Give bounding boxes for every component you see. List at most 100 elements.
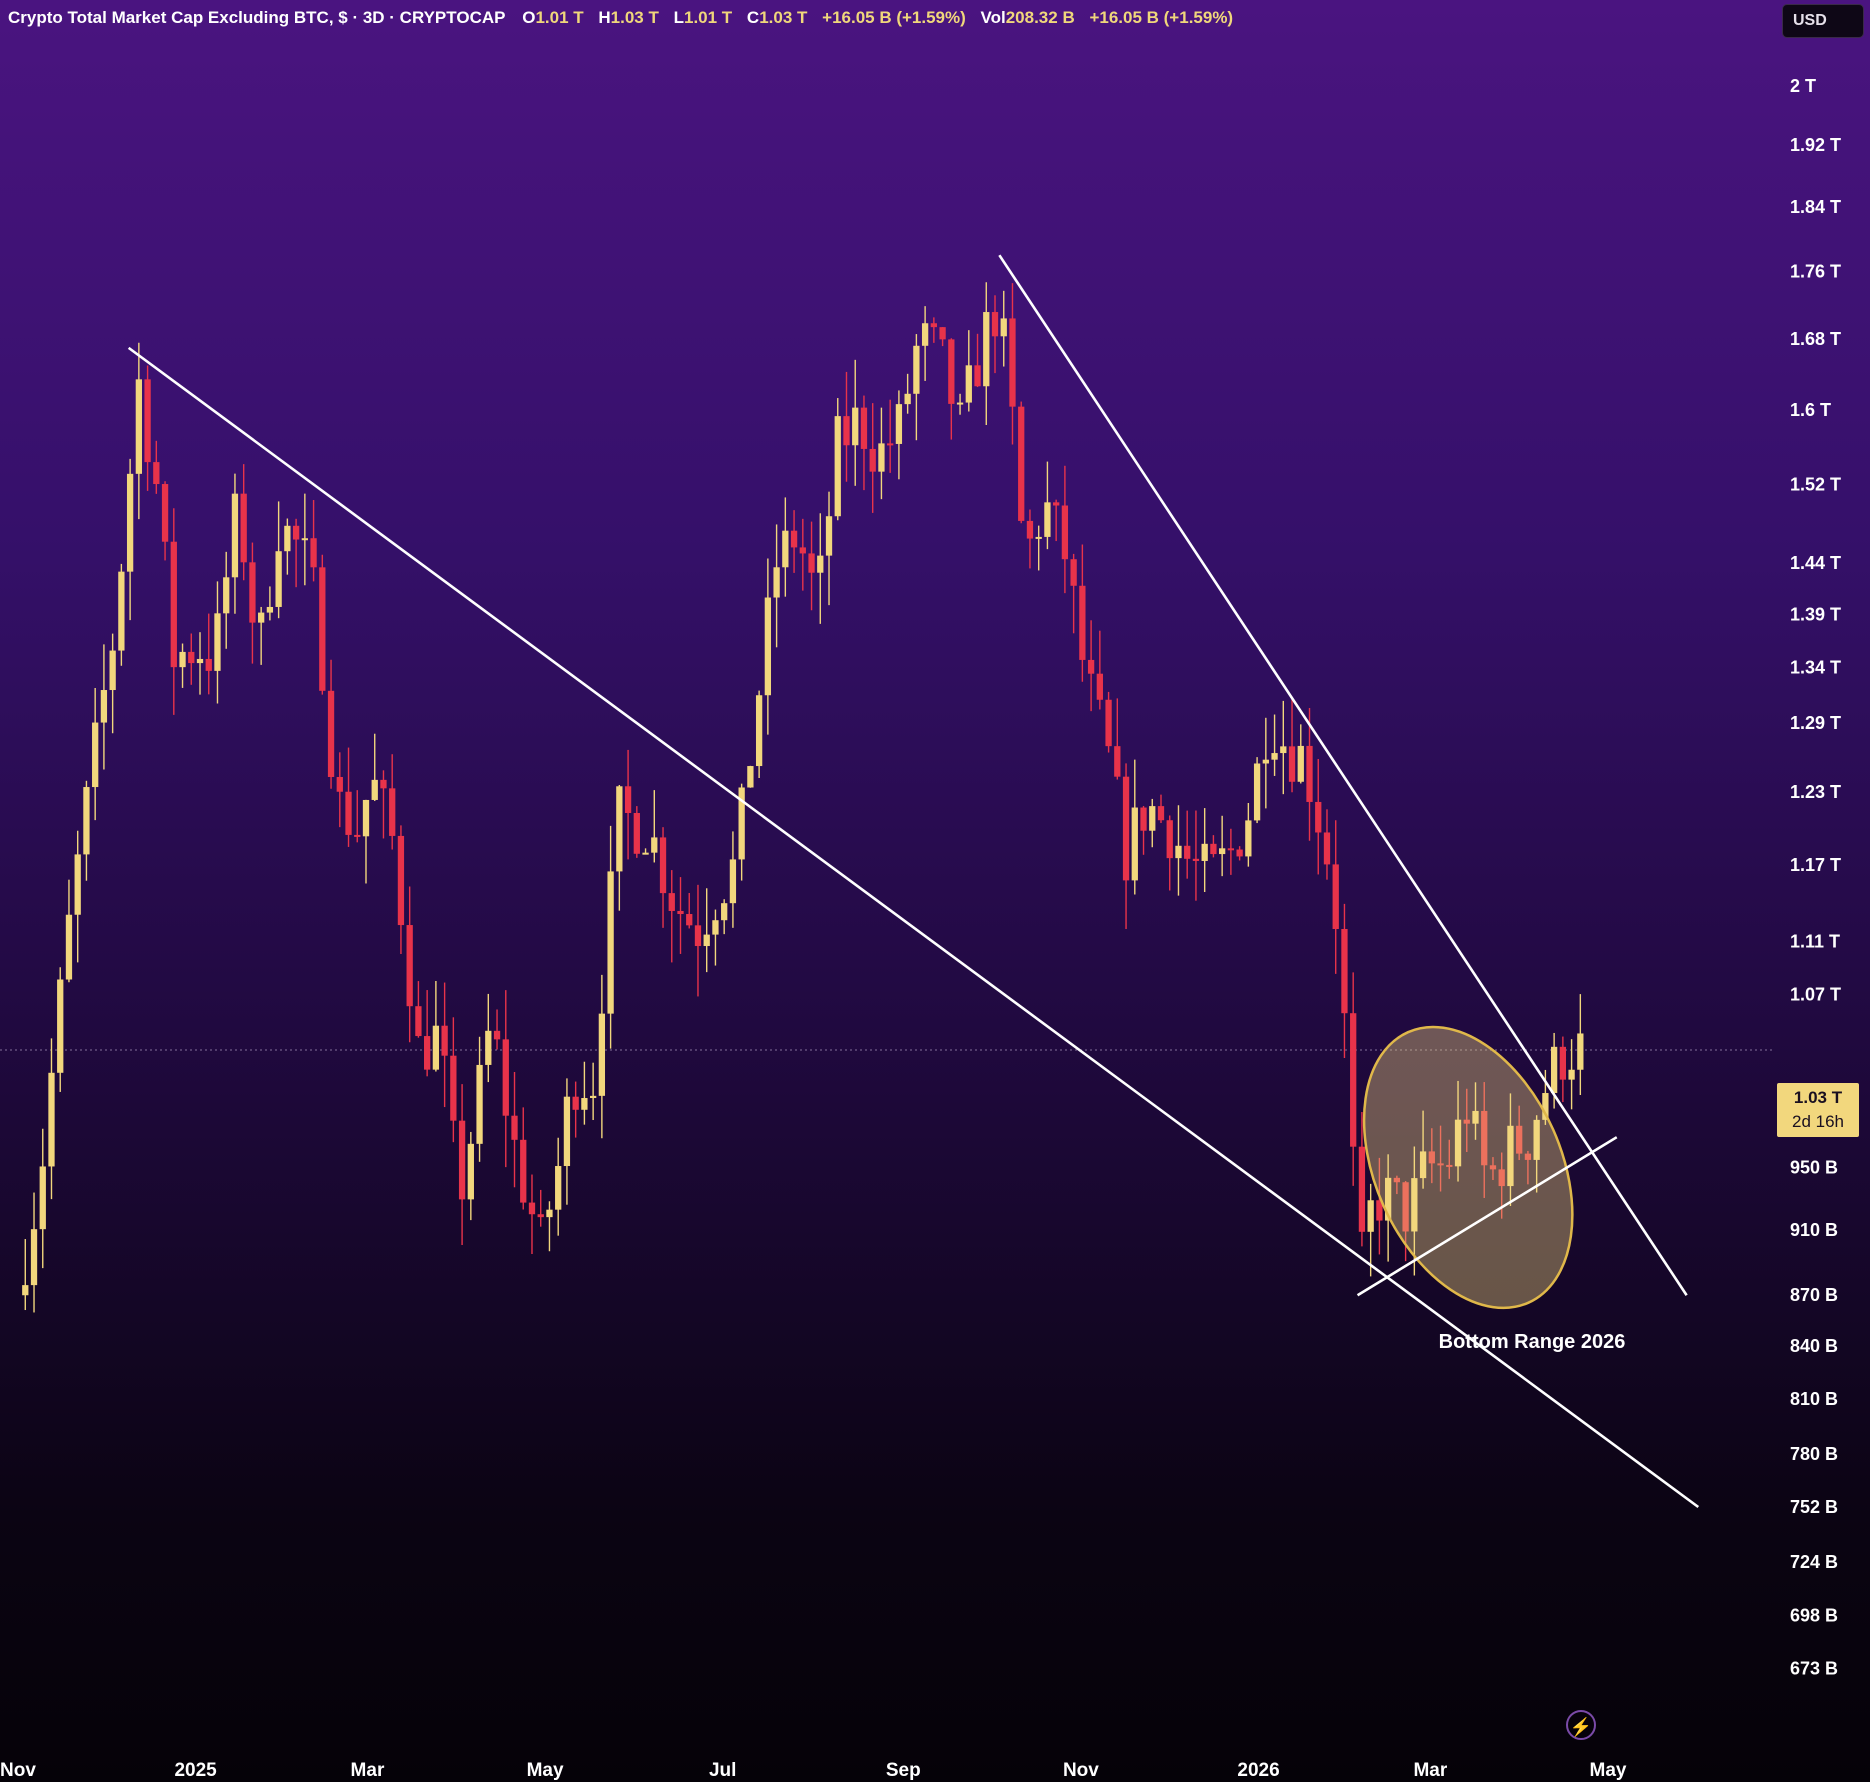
candle-body (1140, 807, 1147, 831)
candle-body (808, 553, 815, 573)
candle-body (1105, 699, 1112, 747)
candle-body (651, 837, 658, 853)
candle-body (677, 910, 684, 915)
candle-body (782, 530, 789, 568)
currency-selector[interactable]: USD (1782, 4, 1864, 38)
candle-body (266, 606, 274, 613)
candle-body (258, 612, 265, 623)
candle-body (1131, 807, 1138, 881)
candle-body (1175, 845, 1182, 859)
open-label: O (522, 8, 536, 27)
close-label: C (746, 8, 760, 27)
candle-body (1315, 801, 1322, 833)
candle-body (406, 925, 413, 1007)
candle-body (319, 567, 326, 691)
x-axis-tick-label: Jul (709, 1760, 736, 1781)
candle-body (1577, 1033, 1584, 1070)
y-axis-tick-label: 1.07 T (1790, 985, 1841, 1005)
candle-body (555, 1166, 562, 1210)
candle-body (572, 1096, 579, 1110)
candle-body (1419, 1151, 1427, 1179)
candle-body (188, 651, 195, 664)
bottom-range-support (1356, 1136, 1618, 1297)
y-axis-tick-label: 1.68 T (1790, 329, 1841, 349)
symbol-legend: Crypto Total Market Cap Excluding BTC, $… (8, 8, 1243, 28)
candle-body (1219, 848, 1226, 855)
current-price: 1.03 T (1793, 1088, 1843, 1107)
candle-body (747, 766, 754, 788)
candle-body (895, 404, 903, 444)
candle-body (196, 658, 204, 664)
candle-body (1210, 843, 1217, 855)
candle-body (1288, 746, 1296, 782)
candle-body (1411, 1178, 1418, 1232)
candle-body (57, 979, 64, 1073)
y-axis-tick-label: 1.44 T (1790, 553, 1841, 573)
candle-body (852, 407, 859, 446)
upper-left-trendline (127, 346, 1700, 1509)
candle-body (292, 525, 300, 540)
candle-body (1262, 759, 1269, 764)
candle-body (1201, 843, 1208, 861)
y-axis-tick-label: 698 B (1790, 1605, 1838, 1625)
candle-body (179, 651, 186, 668)
x-axis-tick-label: 2025 (174, 1760, 217, 1781)
lightning-icon[interactable]: ⚡ (1566, 1710, 1596, 1740)
candle-body (1026, 520, 1034, 539)
candle-body (1253, 763, 1261, 821)
candle-body (642, 852, 649, 855)
candle-body (493, 1030, 501, 1040)
candle-body (1044, 502, 1051, 537)
candle-body (616, 786, 623, 872)
y-axis-tick-label: 870 B (1790, 1285, 1838, 1305)
candle-body (476, 1064, 483, 1144)
candle-body (92, 722, 99, 788)
candle-body (441, 1025, 448, 1056)
candle-body (773, 567, 780, 598)
candle-body (1018, 406, 1025, 521)
candle-body (913, 345, 920, 394)
candle-body (205, 658, 212, 671)
candle-body (83, 787, 90, 855)
candle-body (843, 416, 850, 446)
candle-body (1166, 820, 1173, 859)
candle-body (1122, 776, 1130, 881)
candle-body (345, 791, 352, 835)
candle-body (956, 402, 964, 405)
candle-body (240, 493, 247, 563)
annotation-label: Bottom Range 2026 (1439, 1331, 1626, 1353)
candle-body (834, 416, 841, 517)
high-value: 1.03 T (610, 8, 659, 27)
candle-body (799, 547, 806, 554)
candle-body (1489, 1165, 1497, 1170)
candle-body (633, 812, 640, 854)
candle-body (589, 1095, 597, 1099)
candle-body (1245, 820, 1252, 857)
y-axis-tick-label: 950 B (1790, 1157, 1838, 1177)
candle-body (1524, 1153, 1532, 1160)
bottom-range-ellipse (1362, 1025, 1574, 1310)
candle-body (729, 859, 737, 904)
candle-body (930, 323, 937, 328)
candle-body (878, 443, 885, 472)
candle-body (755, 695, 763, 767)
y-axis-tick-label: 1.29 T (1790, 713, 1841, 733)
candle-body (712, 920, 719, 935)
candle-body (860, 407, 868, 449)
candle-body (170, 541, 177, 668)
candle-body (1323, 832, 1331, 865)
candle-body (703, 934, 710, 947)
x-axis-tick-label: Mar (1413, 1760, 1447, 1781)
candle-body (1393, 1177, 1401, 1183)
volume-change-value: +16.05 B (+1.59%) (1089, 8, 1234, 27)
y-axis-tick-label: 840 B (1790, 1336, 1838, 1356)
candle-body (1516, 1125, 1523, 1154)
candle-body (371, 779, 378, 800)
candle-body (275, 551, 282, 607)
candle-body (1009, 318, 1016, 407)
candle-body (1358, 1146, 1366, 1232)
candle-body (1559, 1046, 1567, 1080)
candle-body (1550, 1046, 1558, 1094)
candle-body (1149, 806, 1156, 831)
